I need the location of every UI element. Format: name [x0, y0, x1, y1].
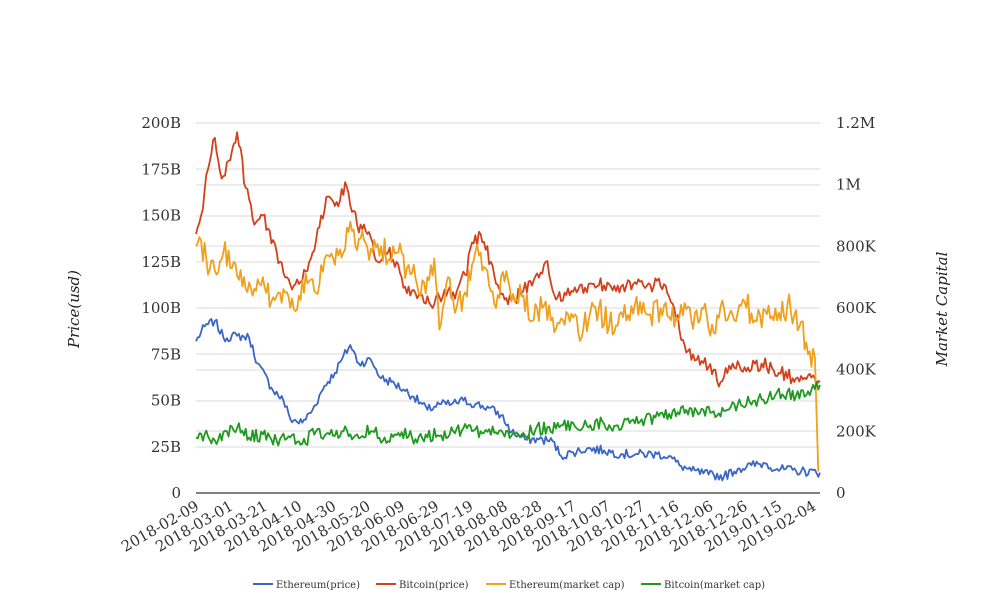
right-tick-label: 600K [836, 299, 877, 317]
right-tick-label: 400K [836, 361, 877, 379]
legend-label: Ethereum(market cap) [509, 580, 625, 591]
right-tick-label: 0 [836, 484, 846, 502]
left-tick-labels: 0 25B 50B 75B 100B 125B 150B 175B 200B [141, 114, 181, 502]
series-line-bitcoin-market-cap [195, 380, 821, 447]
right-tick-label: 200K [836, 422, 877, 440]
series-lines [195, 131, 821, 482]
legend: Ethereum(price) Bitcoin(price) Ethereum(ma… [253, 580, 765, 591]
left-tick-label: 25B [151, 438, 181, 456]
right-tick-labels: 0 200K 400K 600K 800K 1M 1.2M [836, 114, 877, 502]
x-tick-labels: 2018-02-092018-03-012018-03-212018-04-10… [118, 497, 819, 556]
left-tick-label: 50B [151, 392, 181, 410]
right-axis-title: Market Capital [933, 251, 951, 367]
left-tick-label: 125B [141, 253, 181, 271]
left-axis-title: Price(usd) [65, 270, 83, 349]
right-tick-label: 1M [836, 176, 861, 194]
right-tick-label: 1.2M [836, 114, 875, 132]
left-tick-label: 200B [141, 114, 181, 132]
series-line-ethereum-price [195, 318, 821, 482]
legend-label: Bitcoin(market cap) [664, 580, 765, 591]
series-line-bitcoin-price [195, 131, 821, 388]
left-tick-label: 175B [141, 160, 181, 178]
left-tick-label: 0 [171, 484, 181, 502]
right-tick-label: 800K [836, 237, 877, 255]
left-tick-label: 100B [141, 299, 181, 317]
left-tick-label: 150B [141, 207, 181, 225]
series-line-ethereum-market-cap [195, 220, 820, 472]
legend-label: Bitcoin(price) [399, 580, 469, 591]
left-tick-label: 75B [151, 345, 181, 363]
legend-label: Ethereum(price) [276, 580, 360, 591]
